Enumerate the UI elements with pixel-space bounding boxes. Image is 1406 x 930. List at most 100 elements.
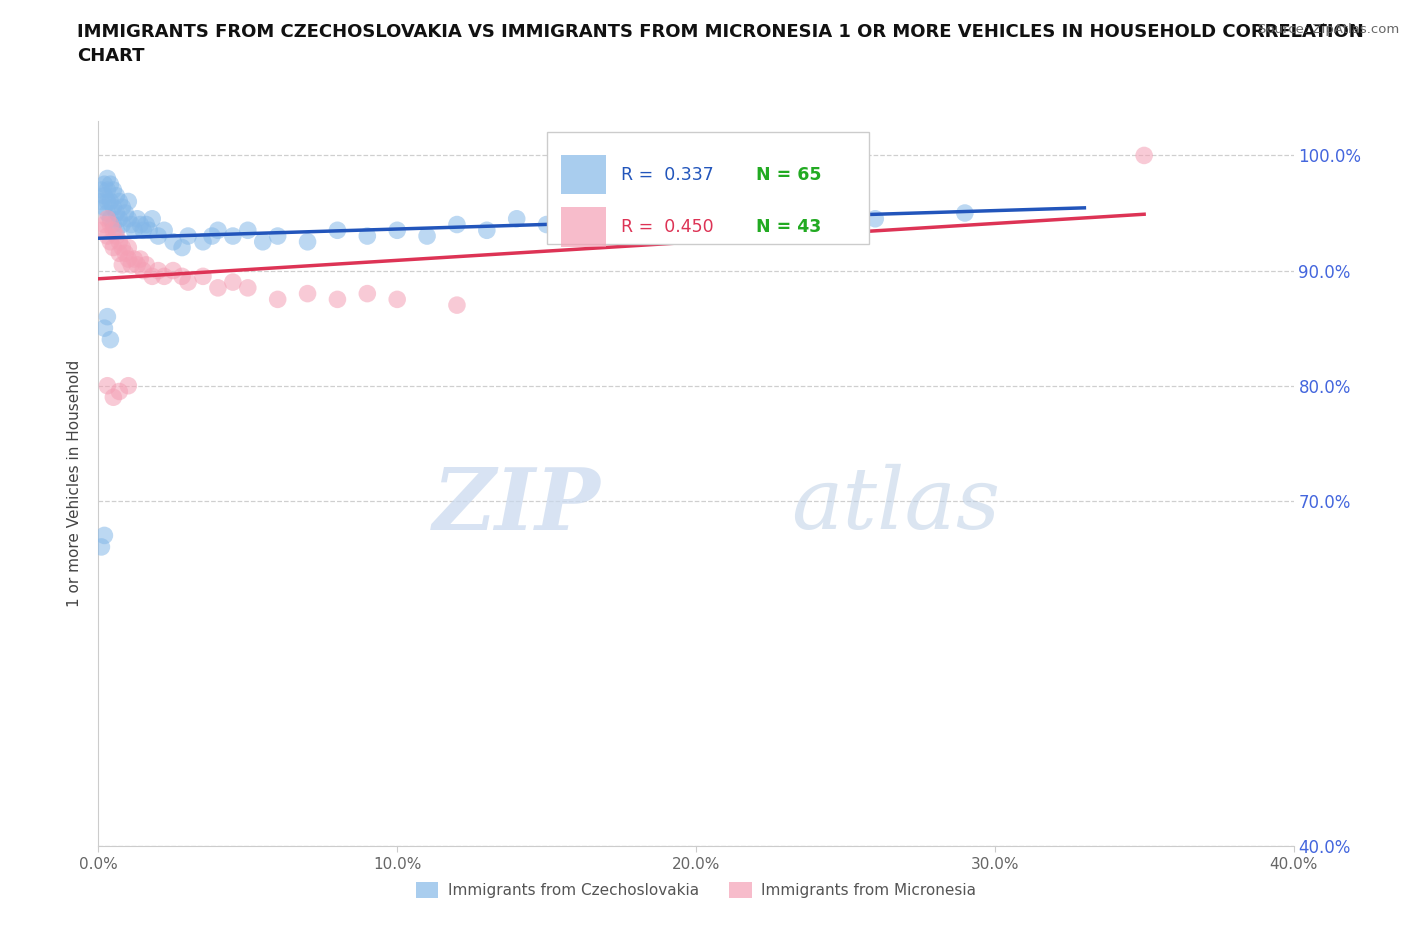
Point	[120, 258, 142, 272]
Point	[117, 240, 139, 255]
Point	[775, 206, 797, 220]
Point	[98, 234, 122, 249]
Point	[105, 188, 128, 203]
Point	[148, 263, 170, 278]
Point	[124, 252, 146, 267]
Point	[1133, 148, 1156, 163]
Point	[356, 229, 378, 244]
Point	[103, 223, 125, 238]
Point	[108, 234, 131, 249]
Point	[93, 217, 115, 232]
Point	[93, 321, 115, 336]
Point	[96, 229, 118, 244]
Point	[96, 206, 118, 220]
Point	[201, 229, 224, 244]
Point	[267, 229, 290, 244]
Point	[96, 171, 118, 186]
Point	[132, 263, 155, 278]
Point	[506, 211, 529, 226]
Point	[207, 223, 229, 238]
Point	[114, 206, 136, 220]
Point	[416, 229, 439, 244]
Point	[132, 223, 155, 238]
Legend: Immigrants from Czechoslovakia, Immigrants from Micronesia: Immigrants from Czechoslovakia, Immigran…	[409, 876, 983, 904]
Point	[236, 223, 259, 238]
Point	[191, 269, 214, 284]
Point	[297, 234, 319, 249]
Point	[655, 217, 678, 232]
Point	[953, 206, 976, 220]
Point	[191, 234, 214, 249]
Point	[105, 229, 128, 244]
Point	[385, 223, 409, 238]
Text: Source: ZipAtlas.com: Source: ZipAtlas.com	[1258, 23, 1399, 36]
Point	[117, 194, 139, 209]
Point	[207, 281, 229, 296]
Text: atlas: atlas	[792, 464, 1001, 547]
Point	[236, 281, 259, 296]
Point	[93, 188, 115, 203]
Point	[111, 200, 134, 215]
Point	[536, 217, 558, 232]
Point	[222, 274, 245, 289]
Point	[93, 177, 115, 192]
FancyBboxPatch shape	[561, 154, 606, 194]
Point	[103, 200, 125, 215]
Point	[96, 182, 118, 197]
Point	[222, 229, 245, 244]
Text: N = 43: N = 43	[756, 219, 821, 236]
Point	[98, 194, 122, 209]
Point	[326, 292, 349, 307]
Point	[138, 223, 160, 238]
FancyBboxPatch shape	[561, 207, 606, 247]
Point	[111, 217, 134, 232]
Point	[108, 246, 131, 260]
Point	[172, 269, 194, 284]
Point	[252, 234, 274, 249]
Point	[103, 240, 125, 255]
Point	[98, 177, 122, 192]
Point	[117, 379, 139, 393]
Point	[90, 182, 112, 197]
Point	[96, 194, 118, 209]
Point	[141, 269, 163, 284]
Text: R =  0.337: R = 0.337	[620, 166, 713, 183]
Text: IMMIGRANTS FROM CZECHOSLOVAKIA VS IMMIGRANTS FROM MICRONESIA 1 OR MORE VEHICLES : IMMIGRANTS FROM CZECHOSLOVAKIA VS IMMIGR…	[77, 23, 1364, 65]
Point	[103, 390, 125, 405]
Point	[98, 211, 122, 226]
Point	[96, 309, 118, 324]
FancyBboxPatch shape	[547, 132, 869, 245]
Point	[98, 217, 122, 232]
Point	[153, 269, 176, 284]
Point	[93, 528, 115, 543]
Point	[124, 223, 146, 238]
Point	[120, 217, 142, 232]
Point	[172, 240, 194, 255]
Point	[865, 211, 887, 226]
Point	[475, 223, 498, 238]
Point	[96, 211, 118, 226]
Point	[162, 234, 184, 249]
Point	[148, 229, 170, 244]
Point	[103, 182, 125, 197]
Point	[108, 194, 131, 209]
Point	[105, 223, 128, 238]
Point	[114, 246, 136, 260]
Point	[356, 286, 378, 301]
Y-axis label: 1 or more Vehicles in Household: 1 or more Vehicles in Household	[67, 360, 83, 607]
Point	[297, 286, 319, 301]
Point	[96, 379, 118, 393]
Point	[326, 223, 349, 238]
Point	[127, 211, 149, 226]
Point	[90, 539, 112, 554]
Point	[135, 258, 157, 272]
Point	[714, 211, 737, 226]
Point	[177, 229, 200, 244]
Text: R =  0.450: R = 0.450	[620, 219, 713, 236]
Point	[129, 252, 152, 267]
Point	[108, 384, 131, 399]
Point	[90, 223, 112, 238]
Point	[103, 217, 125, 232]
Point	[127, 258, 149, 272]
Point	[446, 217, 468, 232]
